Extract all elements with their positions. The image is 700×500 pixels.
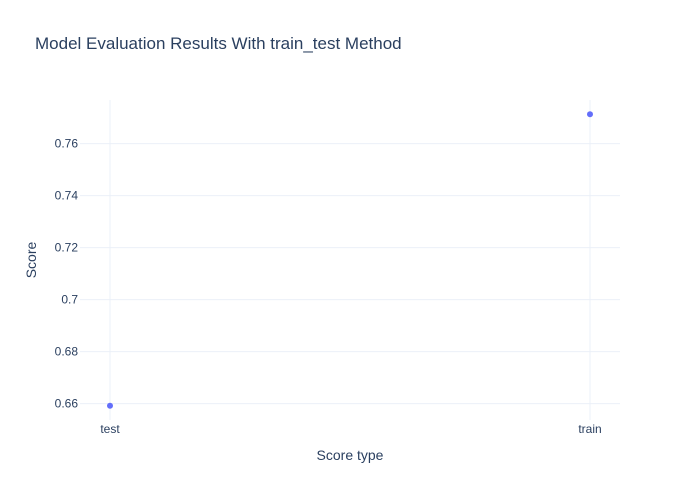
x-tick-label-train: train (578, 422, 601, 436)
y-tick-labels: 0.66 0.68 0.7 0.72 0.74 0.76 (55, 137, 79, 411)
data-point-test[interactable] (107, 402, 113, 409)
data-points (107, 111, 593, 409)
y-axis-title: Score (23, 242, 39, 279)
y-tick-label: 0.66 (55, 397, 79, 411)
grid-layer (80, 100, 620, 420)
y-tick-label: 0.76 (55, 137, 79, 151)
y-tick-label: 0.72 (55, 241, 79, 255)
data-point-train[interactable] (587, 111, 593, 118)
y-tick-label: 0.7 (61, 293, 78, 307)
chart-title: Model Evaluation Results With train_test… (35, 34, 402, 53)
y-tick-label: 0.74 (55, 189, 79, 203)
y-tick-label: 0.68 (55, 345, 79, 359)
x-axis-title: Score type (317, 447, 384, 463)
x-tick-label-test: test (100, 422, 120, 436)
x-tick-labels: test train (100, 422, 601, 436)
